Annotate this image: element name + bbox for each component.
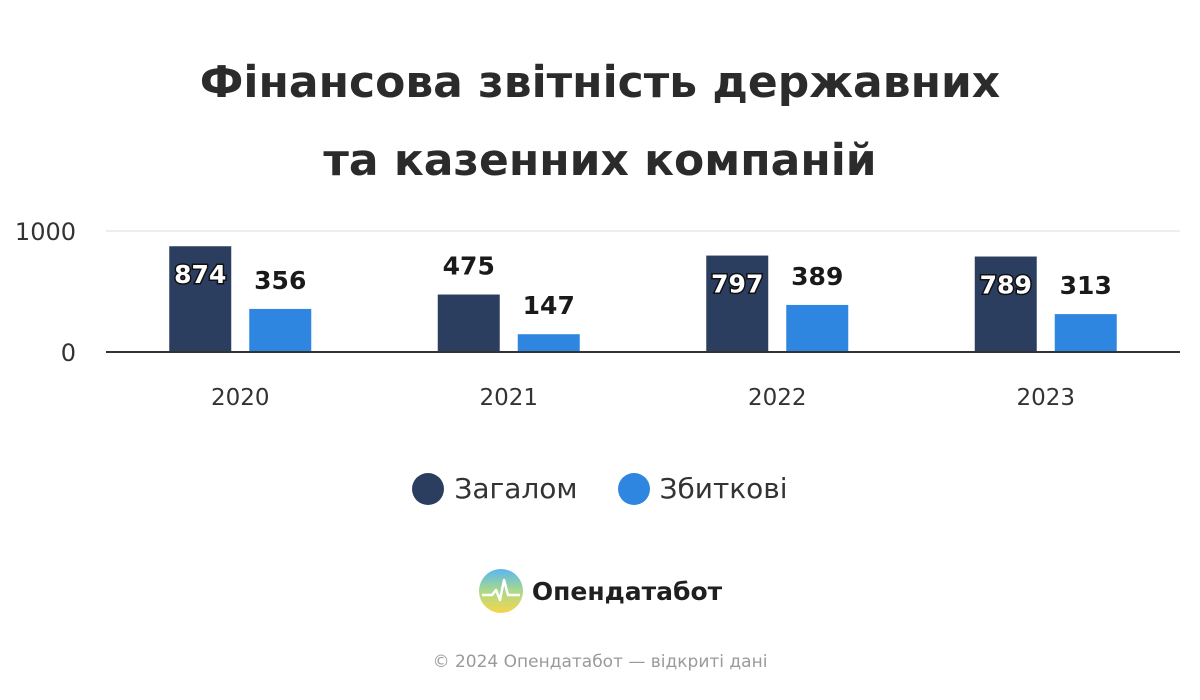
bar: [249, 308, 312, 352]
data-label: 874: [174, 260, 226, 289]
x-tick-label: 2020: [211, 385, 270, 411]
footer-text: © 2024 Опендатабот — відкриті дані: [432, 652, 768, 672]
legend: Загалом Збиткові: [0, 472, 1200, 505]
bar: [517, 334, 580, 352]
x-tick-label: 2022: [748, 385, 807, 411]
legend-label-total: Загалом: [454, 472, 578, 505]
legend-swatch-loss: [617, 472, 650, 505]
data-label: 356: [254, 266, 306, 295]
brand-name: Опендатабот: [531, 576, 723, 606]
title-line-2: та казенних компаній: [323, 135, 877, 186]
bar: [1054, 314, 1117, 352]
x-tick-label: 2023: [1016, 385, 1075, 411]
legend-label-loss: Збиткові: [659, 472, 788, 505]
brand: Опендатабот: [0, 568, 1200, 614]
data-label: 789: [980, 271, 1032, 300]
y-tick-label: 1000: [15, 218, 76, 246]
legend-item-total[interactable]: Загалом: [412, 472, 578, 505]
title-line-1: Фінансова звітність державних: [199, 57, 1001, 108]
data-label: 313: [1060, 271, 1112, 300]
legend-swatch-total: [412, 472, 445, 505]
opendatabot-logo-icon: [478, 569, 523, 613]
data-label: 389: [791, 262, 843, 291]
legend-item-loss[interactable]: Збиткові: [617, 472, 788, 505]
bar: [786, 304, 849, 352]
bar: [706, 255, 769, 352]
bar: [974, 256, 1037, 352]
data-label: 475: [443, 252, 495, 281]
bar-chart: 1000 0 874 356 2020 475 147 2021 797 389 2022 789 31…: [15, 218, 1180, 411]
chart-title: Фінансова звітність державних та казенни…: [0, 44, 1200, 200]
data-label: 797: [711, 270, 763, 299]
bar: [169, 246, 232, 352]
bar: [437, 294, 500, 352]
x-tick-label: 2021: [479, 385, 538, 411]
y-tick-label: 0: [61, 339, 76, 367]
data-label: 147: [523, 291, 575, 320]
